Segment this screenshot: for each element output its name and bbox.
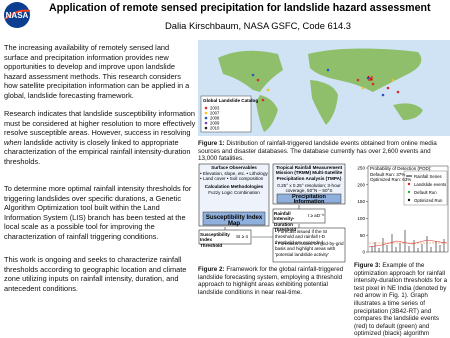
legend-marker — [204, 126, 208, 130]
world-map: Global Landslide Catalog 200320072008200… — [198, 40, 450, 136]
node-label: Precipitation Information — [292, 194, 326, 206]
text: when — [4, 137, 22, 147]
legend-label: 2009 — [210, 121, 220, 126]
node-label: Susceptibility Index Map — [205, 215, 263, 227]
y-tick-label: 100 — [357, 216, 365, 221]
node-label: • Forecast issued if the SI threshold an… — [275, 229, 328, 245]
legend-marker — [204, 116, 208, 120]
title: Application of remote sensed precipitati… — [49, 2, 431, 14]
caption-label: Figure 1: — [198, 140, 225, 147]
caption-text: Framework for the global rainfall-trigge… — [198, 266, 344, 296]
caption: Figure 2: Framework for the global rainf… — [198, 266, 348, 296]
node-label: • Forecasts issued on grid-by-grid basis… — [275, 241, 344, 257]
node-label: Surface Observables — [211, 165, 257, 170]
caption: Figure 3: Example of the optimization ap… — [354, 262, 450, 338]
legend-marker — [204, 111, 208, 115]
y-tick-label: 50 — [360, 233, 366, 238]
legend-label: Optimized Run — [414, 198, 443, 203]
time-series-chart: 0 50 100 150 200 250 — [357, 166, 449, 255]
legend-label: 2007 — [210, 111, 220, 116]
text: To determine more optimal rainfall inten… — [4, 184, 192, 241]
caption: Figure 1: Distribution of rainfall-trigg… — [198, 140, 448, 163]
logo: NASA — [4, 2, 31, 28]
text: landslide activity is closely linked to … — [4, 137, 191, 166]
legend-label: 2010 — [210, 126, 220, 131]
legend-marker — [204, 106, 208, 110]
legend-label: 2008 — [210, 116, 220, 121]
node-label: Rainfall Intensity-Duration Threshold — [274, 211, 297, 233]
caption-label: Figure 3: — [354, 262, 381, 269]
legend-label: 2003 — [210, 106, 220, 111]
node-label: Susceptibility Index Threshold — [200, 232, 230, 248]
node-label: • Elevation, slope, etc. • Lithology • L… — [200, 171, 268, 182]
legend-label: Landslide events — [414, 182, 447, 187]
author: Dalia Kirschbaum, NASA GSFC, Code 614.3 — [165, 20, 352, 31]
caption-label: Figure 2: — [198, 266, 225, 273]
paragraph: The increasing availability of remotely … — [4, 43, 194, 101]
annotation: Probability of Detection (POD): Default … — [370, 166, 432, 183]
paragraph: Research indicates that landslide suscep… — [4, 109, 196, 167]
legend-label: Rainfall Series — [414, 174, 442, 179]
y-tick-label: 250 — [357, 166, 365, 171]
legend-title: Global Landslide Catalog — [203, 98, 258, 103]
caption-text: Distribution of rainfall-triggered lands… — [198, 140, 437, 163]
node-label: Calculation Methodologies — [204, 184, 264, 189]
legend-label: Default Run — [414, 190, 437, 195]
node-label: I ≥ aD⁻ᵇ — [307, 213, 325, 218]
text: This work is ongoing and seeks to charac… — [4, 255, 187, 293]
text: Research indicates that landslide suscep… — [4, 109, 196, 138]
pod-title: Probability of Detection (POD): — [370, 166, 432, 171]
paragraph: This work is ongoing and seeks to charac… — [4, 255, 194, 293]
paragraph: To determine more optimal rainfall inten… — [4, 184, 197, 242]
pod-optimized: Optimized Run: 63% — [370, 177, 412, 182]
pod-default: Default Run: 37% — [370, 171, 406, 177]
y-tick-label: 200 — [357, 182, 365, 187]
y-tick-label: 0 — [362, 250, 365, 255]
node-label: Tropical Rainfall Measurement Mission (T… — [275, 165, 343, 181]
caption-text: Example of the optimization approach for… — [354, 262, 448, 338]
node-label: 0.25° x 0.25° resolution; 3-hour coverag… — [277, 183, 341, 194]
flowchart — [198, 163, 346, 263]
legend: Rainfall Series Landslide events Default R… — [414, 173, 446, 205]
node-label: SI ≥ 4 — [236, 234, 248, 239]
y-tick-label: 150 — [357, 199, 365, 204]
logo-text: NASA — [6, 11, 29, 20]
legend-marker — [204, 121, 208, 125]
node-label: Fuzzy Logic Combination — [208, 190, 260, 195]
text: The increasing availability of remotely … — [4, 43, 190, 100]
